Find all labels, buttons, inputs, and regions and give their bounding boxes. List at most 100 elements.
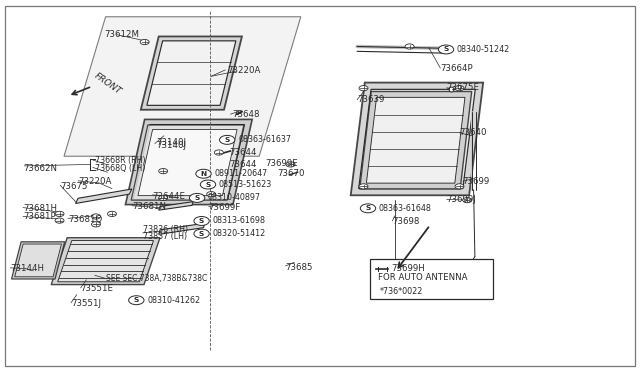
Circle shape (55, 211, 64, 217)
Text: 73681N: 73681N (132, 202, 166, 211)
Text: 73648: 73648 (232, 110, 260, 119)
Text: 73699F: 73699F (209, 203, 241, 212)
Text: 73668Q (LH): 73668Q (LH) (95, 164, 145, 173)
Text: S: S (225, 137, 230, 143)
Text: SEE SEC.738A,738B&738C: SEE SEC.738A,738B&738C (106, 275, 207, 283)
Circle shape (405, 44, 414, 49)
Text: 08310-40897: 08310-40897 (208, 193, 261, 202)
Circle shape (159, 195, 168, 201)
Text: 08340-51242: 08340-51242 (457, 45, 510, 54)
Text: 73681H: 73681H (23, 204, 57, 213)
Text: S: S (365, 205, 371, 211)
Polygon shape (76, 189, 132, 203)
Circle shape (455, 86, 464, 91)
Text: 73551E: 73551E (81, 284, 114, 293)
Text: 08513-51623: 08513-51623 (219, 180, 272, 189)
Polygon shape (351, 83, 483, 195)
Circle shape (140, 39, 149, 45)
Circle shape (55, 218, 64, 223)
Text: 73670: 73670 (277, 169, 305, 178)
Circle shape (214, 150, 223, 155)
Polygon shape (64, 17, 301, 156)
Text: 73551J: 73551J (71, 299, 101, 308)
Polygon shape (131, 125, 244, 200)
Text: 73640: 73640 (460, 128, 487, 137)
Circle shape (92, 214, 100, 219)
Text: S: S (444, 46, 449, 52)
Text: S: S (134, 297, 139, 303)
Text: 08911-20647: 08911-20647 (214, 169, 268, 178)
Polygon shape (141, 36, 242, 110)
Circle shape (92, 222, 100, 227)
Circle shape (359, 184, 368, 189)
Text: 08363-61637: 08363-61637 (238, 135, 291, 144)
Circle shape (196, 169, 211, 178)
Text: 73685: 73685 (285, 263, 313, 272)
Circle shape (359, 86, 368, 91)
Text: N: N (200, 171, 207, 177)
Text: 73675: 73675 (60, 182, 88, 190)
Text: 73675E: 73675E (447, 83, 480, 92)
Circle shape (129, 296, 144, 305)
Text: 08310-41262: 08310-41262 (147, 296, 200, 305)
Polygon shape (12, 242, 65, 279)
Text: 73699E: 73699E (265, 159, 298, 168)
Text: 73644: 73644 (229, 160, 257, 169)
Text: 73698: 73698 (392, 217, 420, 226)
Text: 73664P: 73664P (440, 64, 473, 73)
Circle shape (194, 229, 209, 238)
Text: 73639: 73639 (357, 95, 385, 104)
Text: S: S (199, 231, 204, 237)
Text: 73699H: 73699H (392, 264, 426, 273)
Text: 73140J: 73140J (156, 141, 186, 150)
Polygon shape (15, 244, 61, 277)
Circle shape (438, 45, 454, 54)
Circle shape (463, 198, 472, 203)
Circle shape (286, 162, 295, 167)
Polygon shape (51, 238, 160, 285)
Text: 73644E: 73644E (152, 192, 186, 201)
Text: 73220A: 73220A (227, 66, 260, 75)
Polygon shape (133, 125, 244, 199)
Polygon shape (138, 129, 237, 196)
Text: 73699J: 73699J (447, 195, 476, 203)
Circle shape (108, 211, 116, 217)
Text: 08313-61698: 08313-61698 (212, 217, 266, 225)
Text: 73668R (RH): 73668R (RH) (95, 156, 145, 165)
Text: 08320-51412: 08320-51412 (212, 229, 266, 238)
Polygon shape (159, 223, 205, 234)
Text: *736*0022: *736*0022 (380, 287, 424, 296)
Text: 73681Q: 73681Q (68, 215, 102, 224)
Polygon shape (358, 89, 476, 189)
Polygon shape (360, 92, 472, 189)
Text: 08363-61648: 08363-61648 (379, 204, 432, 213)
Polygon shape (366, 97, 465, 183)
Text: S: S (205, 182, 211, 187)
Text: 73836 (RH): 73836 (RH) (143, 225, 188, 234)
Circle shape (159, 169, 168, 174)
Text: 73144H: 73144H (10, 264, 44, 273)
Circle shape (360, 204, 376, 213)
Circle shape (455, 184, 464, 189)
Text: 73662N: 73662N (23, 164, 57, 173)
Polygon shape (159, 202, 193, 210)
Text: FOR AUTO ANTENNA: FOR AUTO ANTENNA (378, 273, 467, 282)
Text: 73612M: 73612M (104, 30, 140, 39)
Text: 73681P: 73681P (23, 212, 56, 221)
Circle shape (207, 192, 216, 197)
Polygon shape (58, 241, 154, 282)
Circle shape (189, 193, 205, 202)
Circle shape (194, 217, 209, 225)
Text: S: S (195, 195, 200, 201)
Text: FRONT: FRONT (93, 71, 123, 97)
Text: 73699: 73699 (463, 177, 490, 186)
Circle shape (220, 135, 235, 144)
Circle shape (200, 180, 216, 189)
Text: 73140J: 73140J (156, 138, 186, 147)
Bar (370, 259, 493, 299)
Text: 73837 (LH): 73837 (LH) (143, 232, 187, 241)
Text: 73644: 73644 (229, 148, 257, 157)
Text: S: S (199, 218, 204, 224)
Text: 73220A: 73220A (79, 177, 112, 186)
Polygon shape (125, 119, 252, 205)
